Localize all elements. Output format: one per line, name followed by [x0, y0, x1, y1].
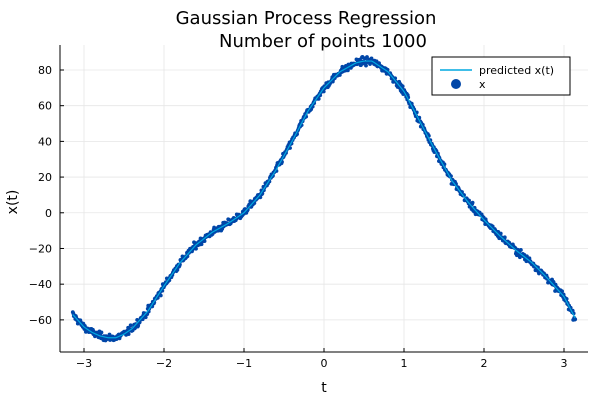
data-point [364, 63, 368, 68]
data-point [470, 200, 475, 205]
predicted-line [72, 60, 576, 339]
data-point [158, 293, 163, 298]
chart-title: Gaussian Process Regression [176, 8, 437, 29]
data-point [128, 323, 133, 328]
axes-frame [59, 45, 588, 353]
data-point [400, 84, 405, 89]
x-axis-label: t [321, 380, 327, 396]
data-point [126, 332, 131, 336]
legend-marker-swatch [451, 79, 461, 89]
data-point [136, 323, 141, 328]
y-tick-label: 40 [38, 135, 52, 148]
x-tick-label: −1 [236, 357, 252, 370]
data-point [194, 246, 198, 251]
data-point [202, 239, 207, 244]
y-tick-label: 0 [45, 207, 52, 220]
legend-label-x: x [479, 78, 486, 91]
tick-labels: −3 −2 −1 0 1 2 3 −60 −40 −20 0 20 40 60 80 [29, 64, 568, 370]
data-point [345, 68, 350, 73]
data-point [99, 330, 104, 335]
data-point [560, 289, 565, 294]
y-tick-label: 60 [38, 100, 52, 113]
chart-subtitle: Number of points 1000 [219, 31, 427, 52]
y-tick-label: 80 [38, 64, 52, 77]
legend: predicted x(t) x [431, 56, 571, 96]
y-axis-label: x(t) [5, 190, 21, 215]
x-tick-label: −2 [156, 357, 172, 370]
data-point [245, 207, 250, 212]
data-point [573, 317, 578, 322]
data-point [365, 55, 369, 59]
predicted-line-series [72, 60, 576, 339]
x-tick-label: 2 [481, 357, 488, 370]
x-tick-label: 3 [561, 357, 568, 370]
y-tick-label: −20 [29, 242, 52, 255]
y-tick-label: 20 [38, 171, 52, 184]
y-tick-label: −60 [29, 314, 52, 327]
grid-layer [60, 45, 588, 352]
x-tick-label: −3 [76, 357, 92, 370]
data-point [518, 248, 523, 252]
data-point [502, 235, 507, 240]
data-point [199, 242, 204, 247]
x-tick-label: 1 [401, 357, 408, 370]
x-tick-label: 0 [321, 357, 328, 370]
data-point [143, 315, 148, 320]
legend-label-predicted: predicted x(t) [479, 64, 554, 77]
y-tick-label: −40 [29, 278, 52, 291]
data-point [527, 256, 532, 261]
data-point [498, 231, 503, 236]
